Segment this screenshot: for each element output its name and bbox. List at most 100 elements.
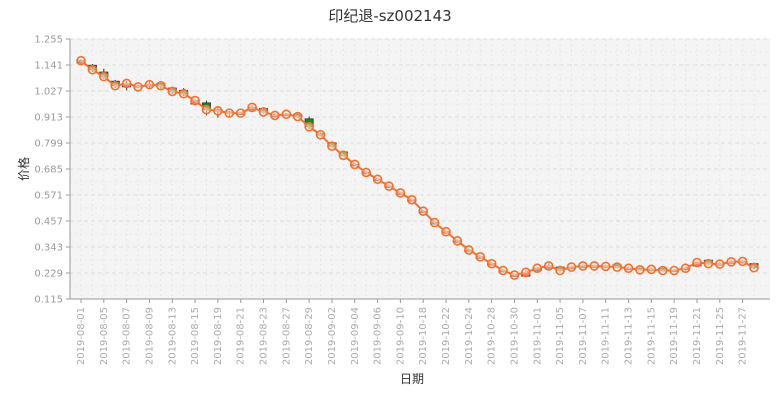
close-marker xyxy=(372,174,383,185)
x-tick-label: 2019-08-27 xyxy=(281,307,292,365)
close-marker xyxy=(464,245,474,255)
x-tick-label: 2019-10-22 xyxy=(441,307,452,365)
x-tick-label: 2019-08-07 xyxy=(122,307,133,365)
close-marker xyxy=(555,265,565,276)
y-tick-label: 1.027 xyxy=(34,87,63,98)
x-tick-label: 2019-08-05 xyxy=(99,307,110,365)
close-marker xyxy=(270,110,280,121)
close-marker xyxy=(292,111,303,122)
close-marker xyxy=(213,106,223,116)
close-marker xyxy=(327,141,337,151)
y-axis: 0.115 0.229 0.343 0.457 0.571 0.685 0.799 0.913… xyxy=(34,35,71,306)
x-tick-label: 2019-11-01 xyxy=(532,307,543,365)
close-marker xyxy=(657,265,668,276)
close-marker xyxy=(121,78,132,89)
close-marker xyxy=(646,264,657,275)
close-marker xyxy=(532,263,543,274)
close-marker xyxy=(429,217,440,228)
x-tick-label: 2019-09-04 xyxy=(350,307,361,365)
close-marker xyxy=(87,64,98,75)
close-marker xyxy=(224,108,235,118)
close-marker xyxy=(144,79,155,90)
close-markers xyxy=(76,55,759,280)
close-marker xyxy=(612,262,622,272)
x-tick-label: 2019-08-19 xyxy=(213,307,224,365)
x-tick-label: 2019-11-13 xyxy=(624,307,635,365)
close-marker xyxy=(680,263,691,274)
close-marker xyxy=(167,86,178,97)
close-marker xyxy=(361,167,371,178)
x-tick-label: 2019-11-05 xyxy=(555,307,566,365)
close-marker xyxy=(441,226,451,237)
x-tick-label: 2019-10-28 xyxy=(487,307,498,365)
close-marker xyxy=(258,107,269,117)
x-tick-label: 2019-08-15 xyxy=(190,307,201,365)
x-tick-label: 2019-08-29 xyxy=(304,307,315,365)
x-tick-label: 2019-08-01 xyxy=(76,307,87,365)
x-tick-label: 2019-11-21 xyxy=(692,307,703,365)
close-marker xyxy=(509,270,520,280)
close-marker xyxy=(737,256,748,267)
x-tick-label: 2019-11-15 xyxy=(646,307,657,365)
close-marker xyxy=(156,80,166,91)
x-tick-label: 2019-09-10 xyxy=(395,307,406,365)
x-axis: 2019-08-01 2019-08-05 2019-08-07 2019-08-09… xyxy=(70,298,770,365)
close-marker xyxy=(178,88,189,99)
y-tick-label: 0.685 xyxy=(34,165,63,176)
grid-lines xyxy=(70,38,770,300)
y-axis-label: 价格 xyxy=(16,157,31,181)
close-marker xyxy=(589,261,600,271)
x-axis-label: 日期 xyxy=(400,372,424,386)
close-marker xyxy=(669,265,679,276)
y-tick-label: 0.571 xyxy=(34,191,63,202)
close-marker xyxy=(406,194,417,205)
close-marker xyxy=(304,122,314,132)
y-tick-label: 0.913 xyxy=(34,113,63,124)
close-marker xyxy=(349,159,360,170)
close-marker xyxy=(133,82,143,92)
close-marker xyxy=(543,261,554,271)
y-tick-label: 1.141 xyxy=(34,61,63,72)
close-marker xyxy=(452,236,463,246)
close-marker xyxy=(703,258,714,269)
close-marker xyxy=(726,257,736,267)
close-marker xyxy=(99,71,109,82)
x-tick-label: 2019-11-25 xyxy=(715,307,726,365)
x-tick-label: 2019-11-07 xyxy=(578,307,589,365)
close-marker xyxy=(486,258,497,269)
close-marker xyxy=(635,265,645,275)
y-tick-label: 0.799 xyxy=(34,139,63,150)
close-marker xyxy=(110,80,121,91)
close-marker xyxy=(247,102,257,113)
x-tick-label: 2019-08-09 xyxy=(144,307,155,365)
close-marker xyxy=(600,261,611,272)
y-tick-label: 1.255 xyxy=(34,35,63,46)
close-marker xyxy=(692,257,702,268)
x-tick-label: 2019-09-06 xyxy=(373,307,384,365)
close-marker xyxy=(190,95,200,106)
x-tick-label: 2019-08-23 xyxy=(259,307,270,365)
close-marker xyxy=(749,262,759,273)
y-tick-label: 0.457 xyxy=(34,217,63,228)
close-marker xyxy=(76,55,86,66)
y-tick-label: 0.343 xyxy=(34,243,63,254)
close-marker xyxy=(498,265,508,276)
close-marker xyxy=(578,261,588,271)
x-tick-label: 2019-08-21 xyxy=(236,307,247,365)
x-tick-label: 2019-11-19 xyxy=(669,307,680,365)
close-marker xyxy=(566,262,577,272)
close-marker xyxy=(384,181,394,191)
x-tick-label: 2019-10-30 xyxy=(509,307,520,365)
y-tick-label: 0.229 xyxy=(34,269,63,280)
x-tick-label: 2019-11-27 xyxy=(738,307,749,365)
x-tick-label: 2019-11-11 xyxy=(601,307,612,365)
chart-title: 印纪退-sz002143 xyxy=(328,7,451,25)
x-tick-label: 2019-09-02 xyxy=(327,307,338,365)
close-marker xyxy=(315,129,326,140)
x-tick-label: 2019-10-18 xyxy=(418,307,429,365)
close-marker xyxy=(623,263,634,274)
y-tick-label: 0.115 xyxy=(34,295,63,306)
close-marker xyxy=(201,104,212,115)
